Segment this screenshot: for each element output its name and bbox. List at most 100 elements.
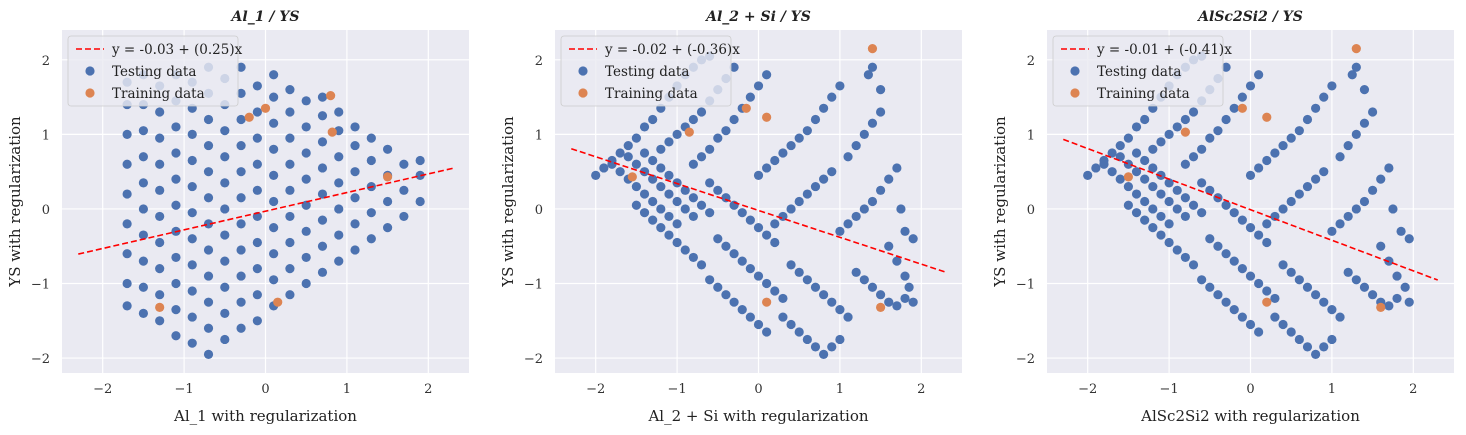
testing-data-point — [1376, 241, 1386, 251]
testing-data-point — [155, 290, 165, 300]
testing-data-point — [1245, 271, 1256, 281]
testing-data-point — [1262, 237, 1272, 248]
testing-data-point — [334, 107, 344, 117]
testing-data-point — [904, 282, 914, 292]
legend: y = -0.02 + (-0.36)x Testing data Training… — [560, 35, 740, 107]
testing-data-point — [648, 196, 658, 207]
testing-data-point — [705, 144, 715, 154]
training-data-point — [876, 302, 886, 312]
testing-data-point — [122, 159, 132, 169]
testing-data-point — [1221, 114, 1231, 125]
testing-data-point — [884, 174, 894, 184]
testing-data-point — [745, 312, 755, 322]
training-data-point — [762, 112, 772, 122]
testing-data-point — [252, 237, 262, 248]
testing-data-point — [1164, 196, 1174, 207]
testing-data-point — [713, 133, 723, 143]
testing-data-point — [900, 293, 910, 304]
testing-data-point — [1197, 275, 1207, 285]
testing-data-point — [285, 264, 295, 274]
x-tick-label: 0 — [1246, 382, 1254, 397]
testing-data-point — [1172, 245, 1182, 255]
testing-data-point — [301, 122, 311, 132]
testing-data-point — [631, 181, 642, 192]
testing-data-point — [1254, 163, 1264, 173]
legend-testing-swatch — [85, 66, 95, 76]
testing-data-point — [269, 196, 279, 207]
testing-data-point — [1359, 118, 1370, 128]
legend-training-swatch — [85, 88, 95, 98]
testing-data-point — [1335, 312, 1345, 322]
testing-data-point — [762, 278, 772, 289]
testing-data-point — [1254, 327, 1264, 337]
testing-data-point — [876, 290, 886, 300]
testing-data-point — [639, 122, 650, 132]
testing-data-point — [656, 222, 666, 233]
testing-data-point — [138, 282, 148, 292]
testing-data-point — [252, 264, 262, 274]
chart-title: Al_1 / YS — [230, 9, 300, 25]
testing-data-point — [802, 126, 812, 136]
testing-data-point — [827, 167, 837, 177]
testing-data-point — [696, 260, 707, 270]
testing-data-point — [1286, 133, 1296, 143]
testing-data-point — [1156, 230, 1166, 240]
testing-data-point — [664, 137, 674, 147]
testing-data-point — [1205, 133, 1215, 143]
training-data-point — [762, 297, 772, 307]
testing-data-point — [851, 267, 861, 277]
testing-data-point — [672, 237, 682, 248]
training-data-point — [1376, 302, 1386, 312]
testing-data-point — [1107, 167, 1117, 177]
testing-data-point — [762, 230, 772, 240]
testing-data-point — [1302, 181, 1313, 192]
testing-data-point — [171, 252, 181, 263]
testing-data-point — [383, 196, 393, 207]
testing-data-point — [631, 159, 642, 169]
testing-data-point — [835, 226, 845, 236]
testing-data-point — [1221, 249, 1231, 259]
testing-data-point — [1140, 155, 1150, 166]
testing-data-point — [1107, 148, 1117, 158]
testing-data-point — [1254, 70, 1264, 80]
testing-data-point — [827, 297, 837, 307]
testing-data-point — [269, 144, 279, 154]
testing-data-point — [778, 293, 788, 304]
x-tick-label: 0 — [754, 382, 762, 397]
training-data-point — [867, 44, 878, 54]
testing-data-point — [1327, 334, 1337, 345]
legend-fit-label: y = -0.02 + (-0.36)x — [604, 42, 740, 58]
testing-data-point — [1229, 103, 1239, 113]
testing-data-point — [122, 278, 132, 289]
subplot-2: −2 −1 0 1 2 −2 −1 0 1 2 Al_2 + Si / YS Al_2 + Si wi… — [499, 9, 962, 425]
testing-data-point — [350, 193, 360, 203]
testing-data-point — [236, 323, 246, 333]
testing-data-point — [680, 185, 690, 195]
testing-data-point — [1262, 219, 1272, 229]
testing-data-point — [827, 342, 837, 352]
testing-data-point — [1229, 208, 1239, 218]
testing-data-point — [1384, 163, 1394, 173]
testing-data-point — [664, 170, 674, 181]
testing-data-point — [1254, 278, 1264, 289]
testing-data-point — [819, 103, 829, 113]
training-data-point — [326, 91, 336, 101]
testing-data-point — [696, 152, 707, 162]
subplot-1: −2 −1 0 1 2 −2 −1 0 1 2 Al_1 / YS Al_1 with regular… — [6, 9, 469, 425]
testing-data-point — [859, 204, 869, 214]
testing-data-point — [203, 297, 214, 307]
y-tick-label: 0 — [42, 203, 50, 218]
testing-data-point — [1262, 286, 1272, 296]
testing-data-point — [187, 155, 197, 166]
legend: y = -0.03 + (0.25)x Testing data Training … — [67, 35, 243, 107]
testing-data-point — [639, 208, 650, 218]
plot-marks — [78, 62, 453, 359]
y-tick-label: −2 — [1016, 352, 1035, 367]
x-tick-label: 2 — [1409, 382, 1417, 397]
testing-data-point — [1229, 305, 1239, 315]
testing-data-point — [1131, 122, 1142, 132]
testing-data-point — [252, 316, 262, 326]
testing-data-point — [1140, 174, 1150, 184]
testing-data-point — [171, 122, 181, 132]
y-tick-label: −1 — [31, 278, 50, 293]
